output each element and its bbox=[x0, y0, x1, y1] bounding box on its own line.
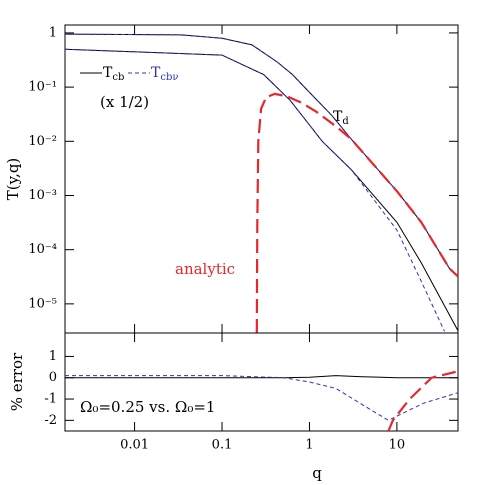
legend-label-main: T bbox=[103, 65, 113, 81]
annotation: analytic bbox=[175, 260, 235, 278]
y-tick-label: 1 bbox=[49, 25, 57, 40]
x-axis-label: q bbox=[312, 464, 322, 482]
y-axis-label: % error bbox=[8, 352, 26, 411]
x-tick-label: 0.01 bbox=[120, 438, 149, 453]
y-axis-label: T(y,q) bbox=[4, 158, 22, 201]
y-tick-label: 10⁻¹ bbox=[28, 80, 57, 95]
annotation: Td bbox=[333, 109, 349, 127]
annotation-main: T bbox=[333, 109, 343, 125]
series-line bbox=[65, 33, 458, 277]
y-tick-label: 1 bbox=[49, 349, 57, 364]
series-line bbox=[65, 33, 458, 277]
legend-label-main: T bbox=[151, 65, 161, 81]
legend-label: Tcb bbox=[103, 65, 124, 83]
legend-label: Tcbν bbox=[151, 65, 178, 83]
y-tick-label: 0 bbox=[49, 370, 57, 385]
series-line bbox=[65, 375, 458, 379]
legend-label-sub: cb bbox=[112, 72, 124, 83]
legend-label-sub: cbν bbox=[160, 72, 178, 83]
series-line bbox=[65, 375, 458, 421]
y-tick-label: 10⁻² bbox=[28, 134, 57, 149]
x-tick-label: 1 bbox=[305, 438, 313, 453]
series-line bbox=[65, 48, 445, 332]
x-tick-label: 0.1 bbox=[212, 438, 233, 453]
series-line bbox=[65, 48, 458, 331]
annotation: Ω₀=0.25 vs. Ω₀=1 bbox=[80, 398, 215, 416]
y-tick-label: 10⁻⁵ bbox=[28, 296, 57, 311]
y-tick-label: 10⁻³ bbox=[28, 188, 57, 203]
annotation-sub: d bbox=[342, 116, 349, 127]
y-tick-label: -2 bbox=[44, 413, 57, 428]
y-tick-label: -1 bbox=[44, 392, 57, 407]
x-tick-label: 10 bbox=[389, 438, 406, 453]
annotation: (x 1/2) bbox=[100, 93, 149, 111]
series-line bbox=[387, 370, 458, 431]
series-line bbox=[255, 92, 458, 333]
plot-frame bbox=[64, 332, 459, 432]
y-tick-label: 10⁻⁴ bbox=[28, 242, 57, 257]
